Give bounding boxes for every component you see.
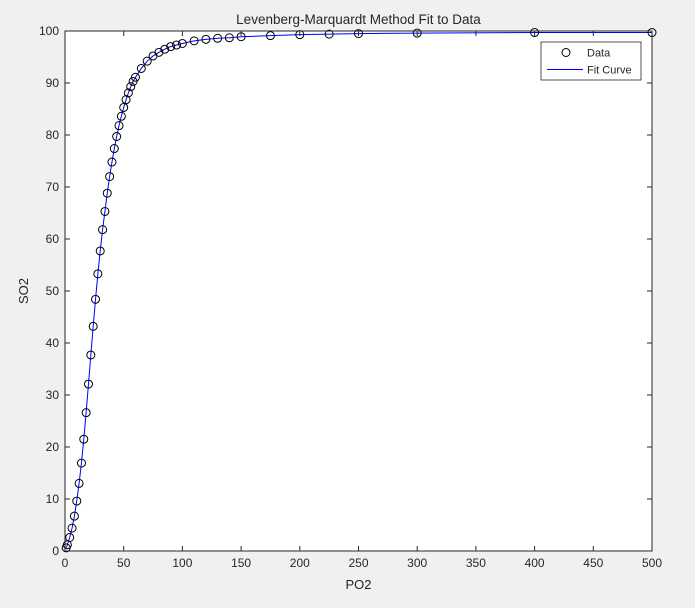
y-tick-label: 0 (52, 544, 59, 558)
y-tick-label: 70 (46, 180, 60, 194)
data-point (265, 31, 275, 41)
y-tick-label: 40 (46, 336, 60, 350)
data-point (114, 121, 124, 131)
y-tick-label: 60 (46, 232, 60, 246)
x-tick-label: 300 (407, 556, 427, 570)
data-point (224, 33, 234, 43)
chart-title: Levenberg-Marquardt Method Fit to Data (236, 12, 481, 27)
y-tick-label: 50 (46, 284, 60, 298)
data-point (201, 34, 211, 44)
data-point (95, 246, 105, 256)
data-markers-layer (61, 28, 657, 553)
data-point (189, 36, 199, 46)
y-axis-label: SO2 (16, 278, 31, 304)
data-point (121, 95, 131, 105)
data-point (74, 478, 84, 488)
data-point (530, 28, 540, 38)
data-point (100, 206, 110, 216)
y-tick-label: 10 (46, 492, 60, 506)
x-tick-label: 100 (172, 556, 192, 570)
data-point (130, 72, 140, 82)
legend-marker-data (561, 48, 571, 57)
data-point (126, 82, 136, 92)
data-point (69, 511, 79, 521)
data-point (109, 144, 119, 154)
data-point (172, 40, 182, 50)
data-point (136, 63, 146, 73)
data-point (98, 225, 108, 235)
x-tick-label: 50 (117, 556, 131, 570)
data-point (142, 56, 152, 66)
data-point (65, 532, 75, 542)
y-tick-label: 20 (46, 440, 60, 454)
data-point (81, 408, 91, 418)
data-point (324, 29, 334, 39)
y-tick-label: 90 (46, 76, 60, 90)
tick-layer: 0 50 100 150 200 250 300 350 400 450 500 0 10 20 30 40 5… (39, 24, 662, 570)
data-point (88, 321, 98, 331)
data-point (93, 269, 103, 279)
legend-box (540, 41, 642, 81)
data-point (213, 33, 223, 43)
x-tick-label: 400 (525, 556, 545, 570)
x-tick-label: 0 (62, 556, 69, 570)
data-point (102, 188, 112, 198)
x-axis-label: PO2 (345, 577, 371, 592)
data-point (160, 44, 170, 54)
data-point (76, 458, 86, 468)
data-point (67, 523, 77, 533)
x-tick-label: 150 (231, 556, 251, 570)
data-point (116, 111, 126, 121)
x-tick-label: 500 (642, 556, 662, 570)
data-point (91, 294, 101, 304)
data-point (105, 172, 115, 182)
legend: Data Fit Curve (540, 41, 642, 81)
data-point (72, 496, 82, 506)
data-point (123, 88, 133, 98)
data-point (86, 350, 96, 360)
data-point (112, 132, 122, 142)
legend-label-fit: Fit Curve (587, 65, 632, 77)
x-tick-label: 450 (583, 556, 603, 570)
data-point (177, 38, 187, 48)
data-point (412, 28, 422, 38)
legend-label-data: Data (587, 48, 611, 60)
x-tick-label: 250 (348, 556, 368, 570)
data-point (354, 29, 363, 39)
x-tick-label: 350 (466, 556, 486, 570)
plot-area (65, 31, 652, 551)
data-point (166, 42, 176, 52)
y-tick-label: 100 (39, 24, 59, 38)
data-point (79, 434, 89, 444)
x-tick-label: 200 (290, 556, 310, 570)
data-point (154, 47, 164, 57)
y-tick-label: 30 (46, 388, 60, 402)
data-point (83, 379, 93, 389)
data-point (107, 157, 117, 167)
y-tick-label: 80 (46, 128, 60, 142)
